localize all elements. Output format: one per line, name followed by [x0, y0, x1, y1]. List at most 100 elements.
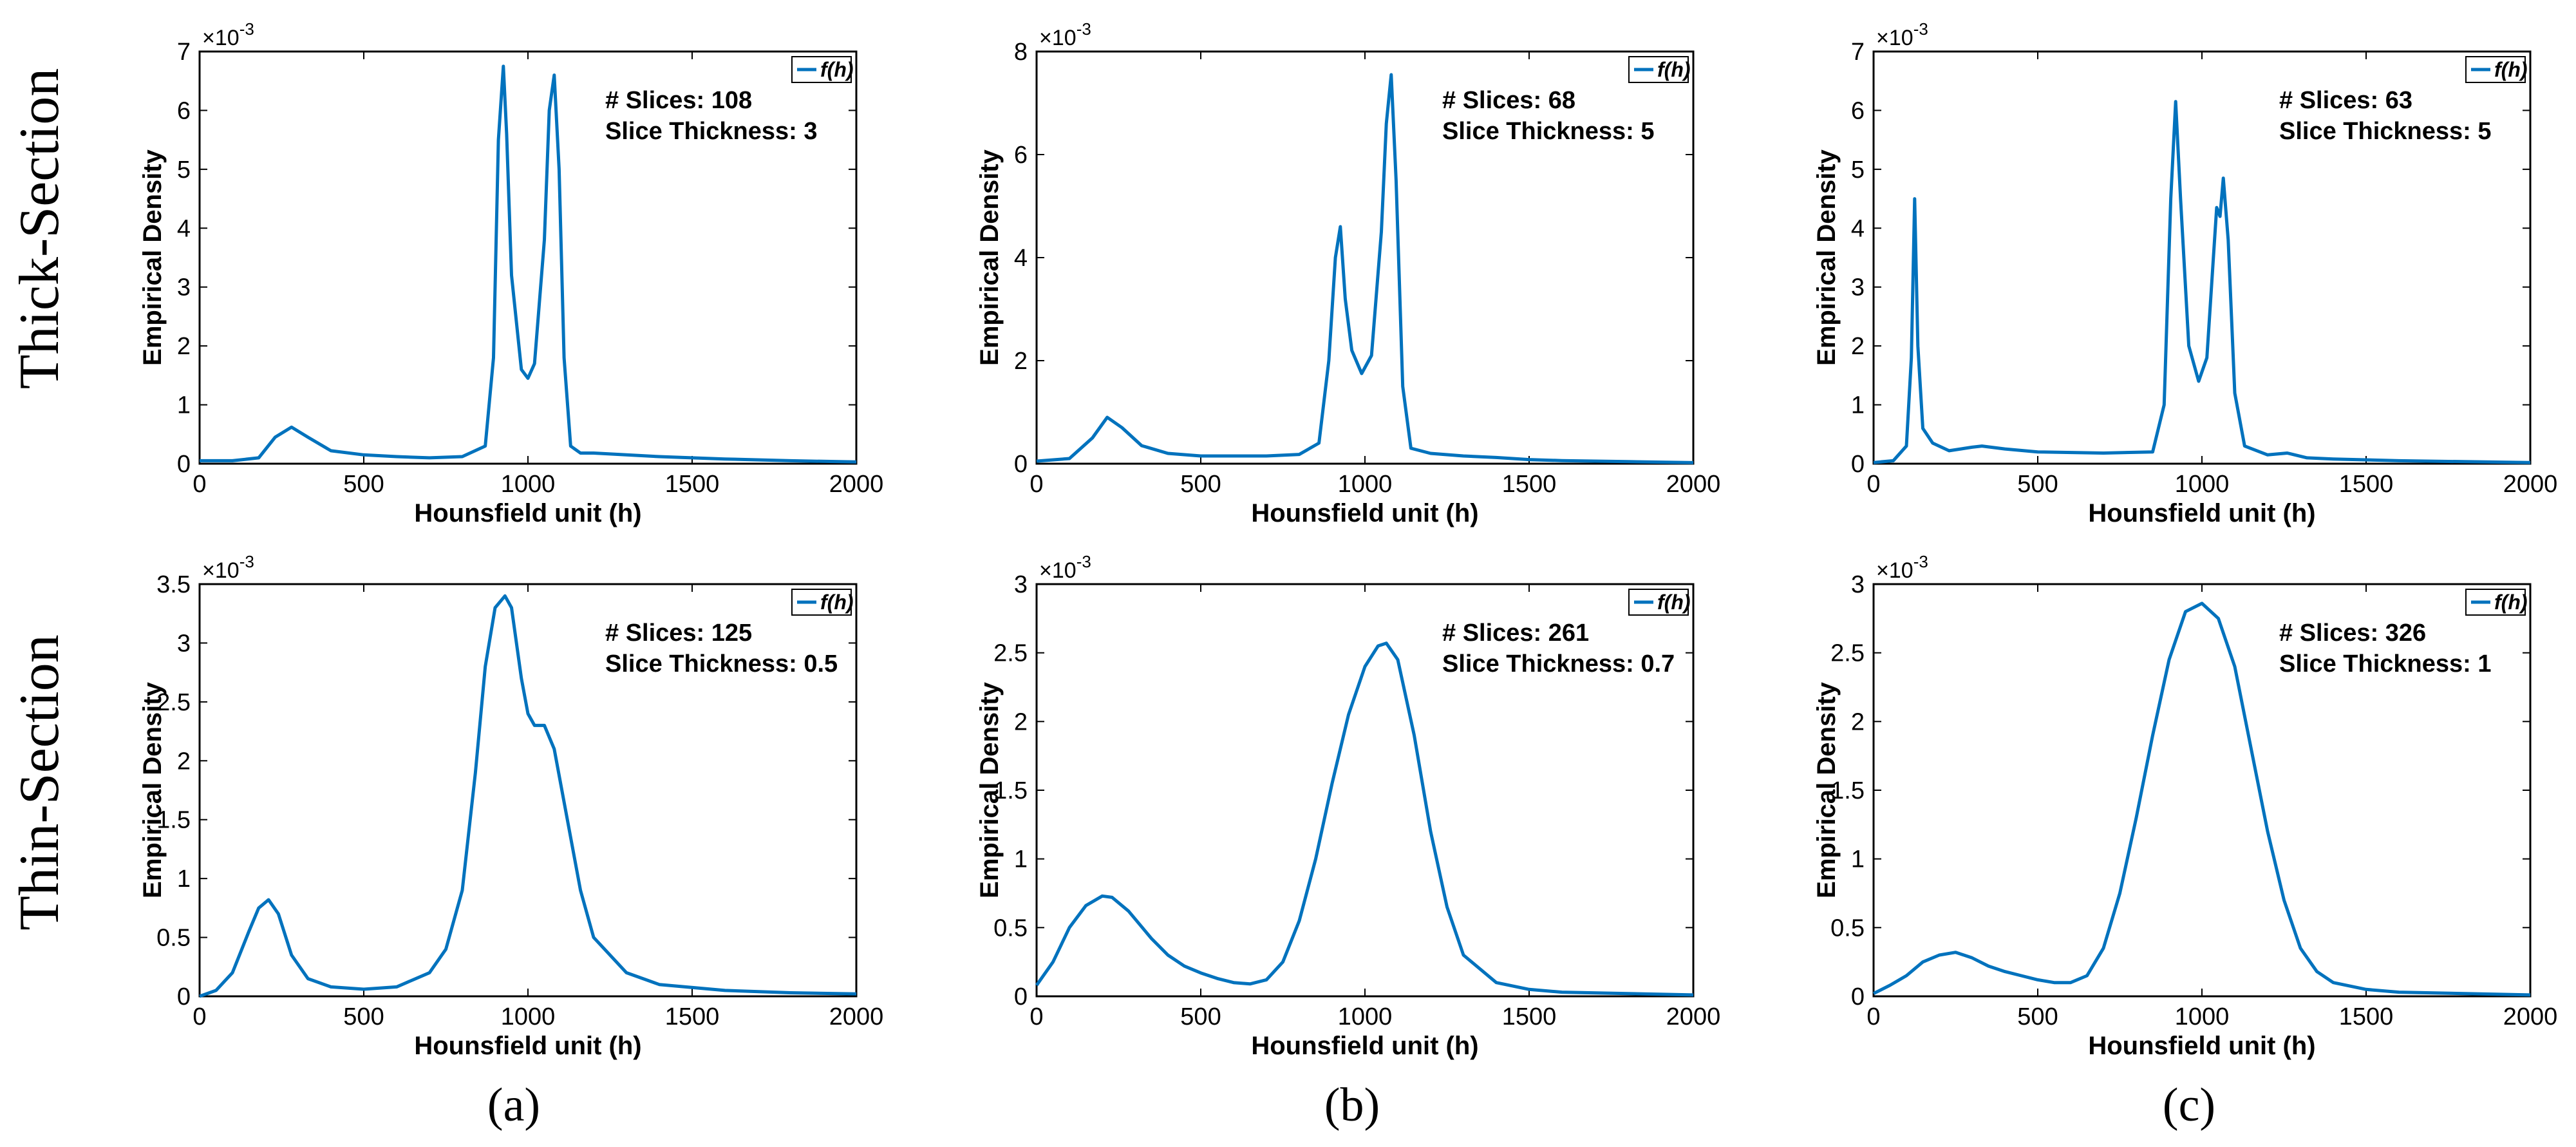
y-tick-label: 2.5	[993, 640, 1028, 667]
x-tick-label: 1500	[665, 1003, 720, 1030]
annotation-thickness: Slice Thickness: 5	[1442, 118, 1655, 145]
legend: f(h)	[2465, 589, 2528, 616]
y-tick-label: 6	[1851, 97, 1865, 124]
row-label-thin: Thin-Section	[8, 634, 71, 930]
annotation-thickness: Slice Thickness: 0.5	[605, 650, 838, 678]
x-tick-label: 0	[1029, 1003, 1043, 1030]
series-line-fh	[1873, 100, 2531, 464]
x-tick-label: 500	[343, 471, 384, 498]
y-tick-label: 2	[1014, 348, 1028, 375]
legend: f(h)	[2465, 56, 2528, 83]
legend: f(h)	[1628, 589, 1691, 616]
y-tick-label: 7	[177, 39, 191, 66]
x-tick-label: 1500	[1502, 1003, 1557, 1030]
panel-thick-a: 0 500 1000 1500 2000 0 1 2 3 4 5 6 7 ×10-3 Hounsfield …	[138, 19, 883, 527]
annotation-slices: # Slices: 68	[1442, 87, 1575, 114]
x-axis-title: Hounsfield unit (h)	[2088, 1032, 2315, 1060]
y-tick-label: 0	[177, 983, 191, 1010]
x-tick-label: 2000	[1666, 471, 1721, 498]
annotation-slices: # Slices: 326	[2279, 620, 2426, 647]
y-tick-label: 2	[177, 748, 191, 775]
y-axis-title: Empirical Density	[1812, 681, 1841, 898]
x-tick-label: 2000	[1666, 1003, 1721, 1030]
y-tick-label: 3	[177, 274, 191, 301]
y-tick-label: 2	[177, 333, 191, 360]
y-tick-label: 6	[1014, 142, 1028, 169]
y-tick-label: 4	[177, 215, 191, 242]
y-tick-label: 0.5	[993, 915, 1028, 942]
axes-box	[1035, 583, 1695, 998]
x-tick-label: 1000	[501, 471, 556, 498]
y-tick-label: 5	[1851, 156, 1865, 184]
y-tick-label: 4	[1851, 215, 1865, 242]
y-tick-label: 0	[1851, 451, 1865, 478]
y-multiplier: ×10-3	[202, 552, 254, 583]
series-line-fh	[1872, 602, 2531, 997]
series-line-fh	[200, 64, 857, 464]
y-tick-label: 1	[1851, 392, 1865, 419]
x-tick-label: 1000	[1338, 471, 1393, 498]
legend-label: f(h)	[2494, 58, 2528, 81]
annotation-slices: # Slices: 108	[605, 87, 752, 114]
axes-box	[1872, 583, 2532, 998]
y-tick-label: 1	[177, 392, 191, 419]
annotation-thickness: Slice Thickness: 5	[2279, 118, 2492, 145]
y-tick-label: 2.5	[156, 689, 191, 716]
panel-label-a: (a)	[487, 1079, 540, 1132]
x-tick-label: 0	[193, 1003, 206, 1030]
y-multiplier: ×10-3	[1039, 19, 1091, 50]
axes-box	[1872, 50, 2532, 465]
panel-thin-b: 0 500 1000 1500 2000 0 0.5 1 1.5 2 2.5 3 ×10-3 Hounsf…	[975, 552, 1720, 1060]
x-tick-label: 0	[1029, 471, 1043, 498]
y-tick-label: 0	[177, 451, 191, 478]
y-tick-label: 2	[1851, 708, 1865, 735]
y-tick-label: 3	[1851, 571, 1865, 598]
y-tick-label: 3	[1014, 571, 1028, 598]
y-tick-label: 1.5	[993, 777, 1028, 804]
y-multiplier: ×10-3	[1039, 552, 1091, 583]
x-tick-label: 2000	[829, 471, 884, 498]
x-axis-title: Hounsfield unit (h)	[1251, 1032, 1478, 1060]
y-tick-label: 3	[1851, 274, 1865, 301]
panel-label-b: (b)	[1324, 1079, 1380, 1132]
y-tick-label: 0.5	[1830, 915, 1865, 942]
plot-panels: 0 500 1000 1500 200001234567×10-3Hounsfield …	[138, 19, 2557, 1060]
y-tick-label: 1	[1851, 846, 1865, 873]
y-tick-label: 3.5	[156, 571, 191, 598]
y-tick-label: 2	[1014, 708, 1028, 735]
y-tick-label: 0.5	[156, 925, 191, 952]
x-axis-title: Hounsfield unit (h)	[414, 499, 641, 527]
series-line-fh	[1036, 73, 1694, 464]
panel-thin-c: 0 500 1000 1500 2000 0 0.5 1 1.5 2 2.5 3 ×10-3 Hounsf…	[1812, 552, 2557, 1060]
x-tick-label: 1500	[665, 471, 720, 498]
panel-thin-a: 0 500 1000 1500 2000 0 0.5 1 1.5 2 2.5 3 3.5 ×10-3 Hou…	[138, 552, 883, 1060]
x-tick-label: 1000	[2175, 1003, 2230, 1030]
x-tick-label: 2000	[829, 1003, 884, 1030]
x-tick-label: 1500	[2339, 1003, 2394, 1030]
x-tick-label: 0	[1866, 1003, 1880, 1030]
y-tick-label: 0	[1851, 983, 1865, 1010]
y-tick-label: 7	[1851, 39, 1865, 66]
axes-box	[198, 50, 858, 465]
y-tick-label: 3	[177, 630, 191, 657]
panel-label-c: (c)	[2163, 1079, 2215, 1132]
y-axis-title: Empirical Density	[138, 149, 167, 365]
series-line-fh	[1035, 641, 1694, 997]
y-tick-label: 6	[177, 97, 191, 124]
x-axis-title: Hounsfield unit (h)	[1251, 499, 1478, 527]
y-tick-label: 4	[1014, 245, 1028, 272]
x-tick-label: 1500	[2339, 471, 2394, 498]
axes-box	[1035, 50, 1695, 465]
y-tick-label: 8	[1014, 39, 1028, 66]
y-tick-label: 5	[177, 156, 191, 184]
x-tick-label: 2000	[2503, 1003, 2558, 1030]
legend-label: f(h)	[820, 591, 854, 614]
x-tick-label: 500	[2017, 471, 2058, 498]
legend: f(h)	[791, 589, 854, 616]
y-tick-label: 2	[1851, 333, 1865, 360]
x-tick-label: 1000	[1338, 1003, 1393, 1030]
annotation-slices: # Slices: 125	[605, 620, 752, 647]
legend-label: f(h)	[1657, 591, 1691, 614]
y-axis-title: Empirical Density	[1812, 149, 1841, 365]
